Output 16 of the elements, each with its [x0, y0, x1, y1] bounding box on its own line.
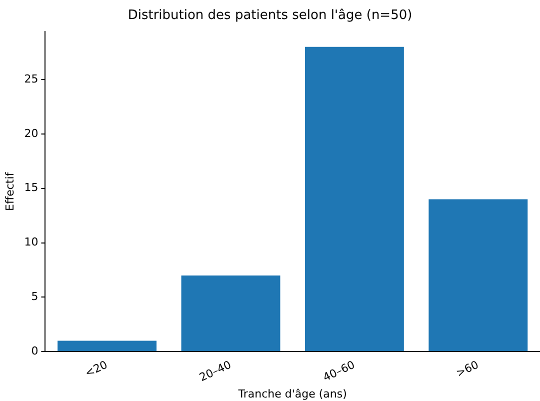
y-tick-label: 10 [24, 236, 38, 249]
y-tick-label: 5 [31, 290, 38, 304]
x-tick-label: >60 [454, 358, 481, 380]
bar [428, 199, 528, 352]
bar [58, 340, 157, 352]
x-tick-label: <20 [82, 358, 110, 380]
y-tick-label: 0 [31, 344, 38, 358]
y-axis-title: Effectif [3, 171, 16, 211]
chart-title: Distribution des patients selon l'âge (n=50) [128, 8, 412, 24]
y-tick-label: 25 [24, 72, 38, 86]
y-tick-label: 15 [24, 181, 38, 194]
bar [304, 46, 404, 352]
x-axis-title: Tranche d'âge (ans) [237, 387, 347, 400]
x-tick-label: 40–60 [321, 358, 357, 384]
bar [181, 275, 280, 352]
y-tick-label: 20 [24, 126, 38, 140]
